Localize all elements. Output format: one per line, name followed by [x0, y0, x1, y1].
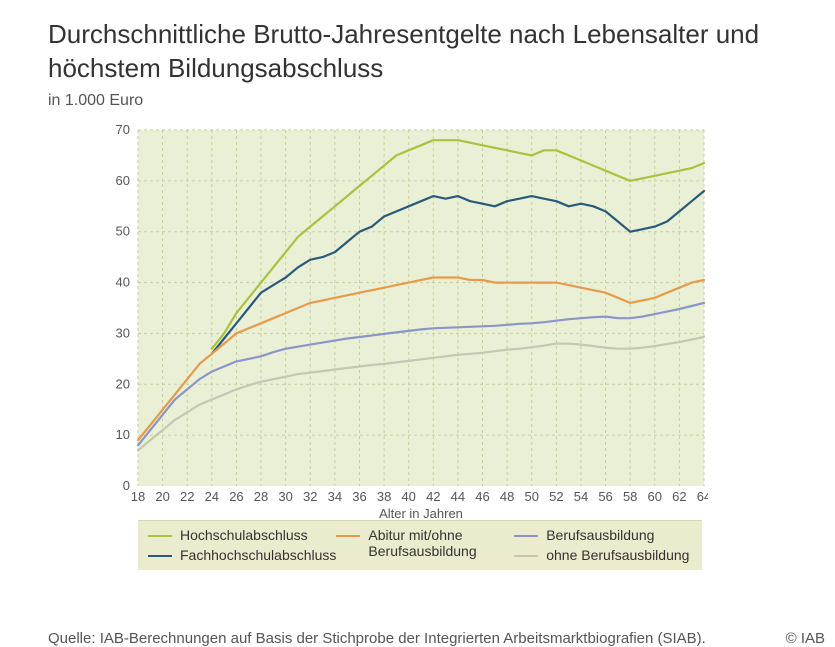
svg-text:18: 18 [131, 489, 145, 504]
svg-text:58: 58 [623, 489, 637, 504]
legend-item: Abitur mit/ohne Berufsausbildung [336, 527, 514, 561]
svg-text:34: 34 [328, 489, 342, 504]
svg-text:48: 48 [500, 489, 514, 504]
svg-text:44: 44 [451, 489, 465, 504]
svg-text:30: 30 [278, 489, 292, 504]
svg-text:Alter in Jahren: Alter in Jahren [379, 506, 463, 520]
svg-text:42: 42 [426, 489, 440, 504]
legend-item: Fachhochschulabschluss [148, 547, 336, 564]
svg-text:32: 32 [303, 489, 317, 504]
svg-text:28: 28 [254, 489, 268, 504]
copyright-text: © IAB [786, 630, 825, 647]
svg-text:70: 70 [116, 124, 130, 137]
legend: Hochschulabschluss Fachhochschulabschluss… [138, 520, 702, 571]
svg-text:50: 50 [116, 223, 130, 238]
svg-text:62: 62 [672, 489, 686, 504]
chart-svg: 0 10 20 30 40 50 60 70 18 20 22 24 26 28 30 32 34 36 38 40 4… [98, 124, 708, 520]
legend-swatch [148, 555, 172, 557]
legend-label: Abitur mit/ohne Berufsausbildung [368, 527, 514, 561]
chart-title: Durchschnittliche Brutto-Jahresentgelte … [48, 18, 795, 86]
svg-text:0: 0 [123, 478, 130, 493]
svg-text:40: 40 [116, 274, 130, 289]
svg-text:20: 20 [155, 489, 169, 504]
svg-text:40: 40 [401, 489, 415, 504]
legend-swatch [336, 535, 360, 537]
legend-swatch [514, 535, 538, 537]
svg-text:46: 46 [475, 489, 489, 504]
legend-item: ohne Berufsausbildung [514, 547, 692, 564]
svg-text:52: 52 [549, 489, 563, 504]
svg-text:10: 10 [116, 427, 130, 442]
legend-item: Hochschulabschluss [148, 527, 336, 544]
svg-text:56: 56 [598, 489, 612, 504]
svg-text:38: 38 [377, 489, 391, 504]
svg-text:60: 60 [116, 172, 130, 187]
svg-text:22: 22 [180, 489, 194, 504]
svg-text:64: 64 [697, 489, 708, 504]
svg-text:36: 36 [352, 489, 366, 504]
svg-text:24: 24 [205, 489, 219, 504]
legend-swatch [148, 535, 172, 537]
chart-subtitle: in 1.000 Euro [48, 92, 795, 110]
legend-item: Berufsausbildung [514, 527, 692, 544]
svg-text:60: 60 [648, 489, 662, 504]
svg-text:26: 26 [229, 489, 243, 504]
legend-label: Berufsausbildung [546, 527, 654, 544]
svg-text:30: 30 [116, 325, 130, 340]
source-text: Quelle: IAB-Berechnungen auf Basis der S… [48, 630, 706, 647]
legend-label: ohne Berufsausbildung [546, 547, 689, 564]
svg-text:50: 50 [525, 489, 539, 504]
line-chart: 0 10 20 30 40 50 60 70 18 20 22 24 26 28 30 32 34 36 38 40 4… [98, 124, 708, 520]
legend-label: Fachhochschulabschluss [180, 547, 336, 564]
legend-label: Hochschulabschluss [180, 527, 308, 544]
legend-swatch [514, 555, 538, 557]
svg-text:20: 20 [116, 376, 130, 391]
svg-text:54: 54 [574, 489, 588, 504]
